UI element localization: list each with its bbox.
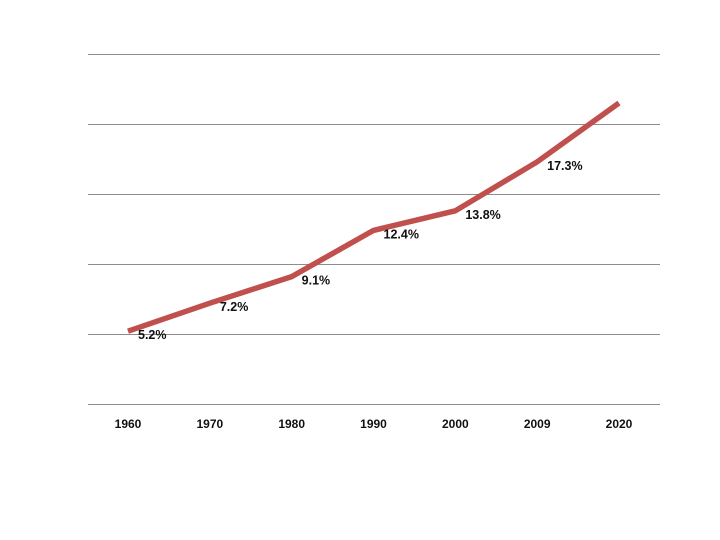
x-axis-ticks: 1960 1970 1980 1990 2000 2009 2020 bbox=[115, 417, 633, 431]
data-label: 5.2% bbox=[138, 328, 167, 342]
x-tick-label: 1990 bbox=[360, 417, 387, 431]
x-tick-label: 2000 bbox=[442, 417, 469, 431]
data-label: 17.3% bbox=[547, 159, 582, 173]
x-tick-label: 2009 bbox=[524, 417, 551, 431]
data-labels: 5.2% 7.2% 9.1% 12.4% 13.8% 17.3% bbox=[138, 159, 583, 342]
series-line bbox=[127, 100, 621, 334]
data-label: 9.1% bbox=[302, 274, 331, 288]
x-tick-label: 1970 bbox=[196, 417, 223, 431]
data-label: 12.4% bbox=[384, 227, 419, 241]
x-tick-label: 1960 bbox=[115, 417, 142, 431]
x-tick-label: 2020 bbox=[606, 417, 633, 431]
gridlines bbox=[88, 54, 660, 405]
data-label: 13.8% bbox=[465, 208, 500, 222]
series-layer bbox=[127, 100, 621, 334]
x-tick-label: 1980 bbox=[278, 417, 305, 431]
data-label: 7.2% bbox=[220, 300, 249, 314]
